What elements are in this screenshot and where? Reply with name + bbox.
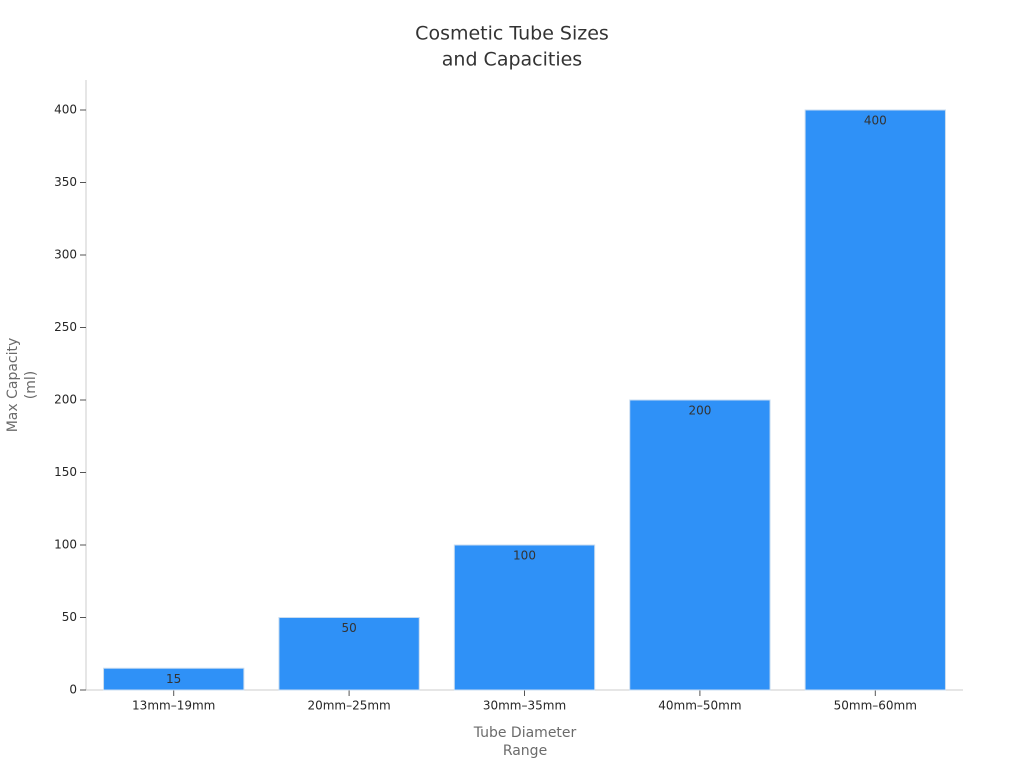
x-tick-label: 30mm–35mm [483, 699, 566, 713]
y-axis-label: (ml) [23, 371, 39, 399]
value-label: 400 [864, 114, 887, 128]
x-tick-label: 50mm–60mm [834, 699, 917, 713]
x-axis-label: Tube Diameter [473, 725, 577, 741]
y-tick-label: 100 [54, 538, 77, 552]
x-tick-label: 20mm–25mm [307, 699, 390, 713]
y-tick-label: 200 [54, 393, 77, 407]
x-tick-label: 13mm–19mm [132, 699, 215, 713]
y-tick-label: 300 [54, 248, 77, 262]
y-tick-label: 0 [69, 683, 77, 697]
bar [103, 667, 245, 691]
bar [278, 617, 420, 691]
bar [629, 399, 771, 691]
chart-title: Cosmetic Tube Sizes [415, 23, 609, 45]
value-label: 50 [341, 621, 356, 635]
bar [453, 544, 596, 691]
bar [804, 109, 946, 691]
value-label: 100 [513, 549, 536, 563]
chart-title: and Capacities [442, 49, 582, 71]
y-tick-label: 150 [54, 465, 77, 479]
x-axis-label: Range [503, 743, 547, 759]
value-label: 200 [688, 404, 711, 418]
y-tick-label: 400 [54, 103, 77, 117]
y-axis-label: Max Capacity [5, 338, 21, 433]
y-tick-label: 250 [54, 320, 77, 334]
y-tick-label: 50 [62, 610, 77, 624]
value-label: 15 [166, 672, 181, 686]
x-tick-label: 40mm–50mm [658, 699, 741, 713]
y-tick-label: 350 [54, 175, 77, 189]
